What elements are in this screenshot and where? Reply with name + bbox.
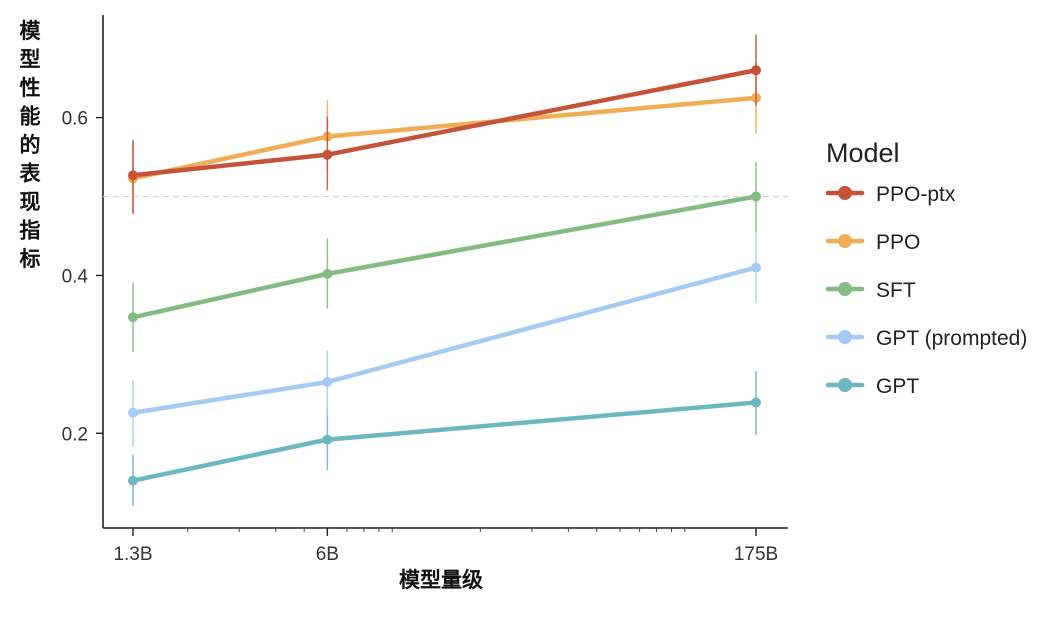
legend-item: PPO xyxy=(825,231,920,254)
series-gpt xyxy=(128,370,761,506)
legend-item: GPT xyxy=(825,375,919,398)
data-point xyxy=(751,262,761,273)
data-point xyxy=(128,475,138,486)
legend-label: PPO-ptx xyxy=(876,183,956,206)
legend-item: GPT (prompted) xyxy=(825,327,1027,350)
series-ppo xyxy=(128,62,761,214)
plot-area: 0.2 0.4 0.6 1.3B 6B 175B xyxy=(62,15,788,565)
legend-swatch-dot xyxy=(838,378,852,392)
data-point xyxy=(751,191,761,202)
data-point xyxy=(128,407,138,418)
y-axis-title-char: 能 xyxy=(20,105,41,129)
legend-item: PPO-ptx xyxy=(825,183,956,206)
series-gpt-prompted- xyxy=(128,232,761,447)
data-point xyxy=(322,149,333,160)
x-tick-label: 1.3B xyxy=(113,544,152,565)
y-tick-label: 0.6 xyxy=(62,109,88,130)
y-axis-title-char: 的 xyxy=(20,133,41,157)
x-axis-title: 模型量级 xyxy=(399,568,483,592)
y-axis-title-char: 现 xyxy=(20,190,41,214)
series-line xyxy=(130,194,759,320)
data-point xyxy=(322,434,333,445)
legend-swatch-dot xyxy=(838,186,852,200)
y-axis-title-char: 性 xyxy=(20,76,41,100)
legend: PPO-ptx PPO SFT GPT (prompted) GPT xyxy=(825,183,1027,398)
y-axis-title-char: 表 xyxy=(20,162,42,186)
data-point xyxy=(128,170,138,181)
y-axis-title-char: 标 xyxy=(20,247,41,271)
legend-swatch-dot xyxy=(838,282,852,296)
y-tick-label: 0.2 xyxy=(62,424,88,445)
x-tick-label: 175B xyxy=(734,544,778,565)
legend-label: PPO xyxy=(876,231,920,254)
legend-swatch-dot xyxy=(838,234,852,248)
y-axis-title-char: 型 xyxy=(20,48,41,72)
legend-swatch-dot xyxy=(838,330,852,344)
legend-title: Model xyxy=(826,138,900,168)
series-line xyxy=(130,265,759,416)
data-point xyxy=(751,65,761,76)
legend-item: SFT xyxy=(825,279,916,302)
data-point xyxy=(322,376,333,387)
series-ppo-ptx xyxy=(128,34,761,214)
data-point xyxy=(128,312,138,323)
y-axis-title-char: 指 xyxy=(20,219,41,243)
x-tick-label: 6B xyxy=(316,544,339,565)
series-line xyxy=(130,400,759,483)
legend-label: SFT xyxy=(876,279,916,302)
y-axis-title-char: 模 xyxy=(20,19,42,43)
data-point xyxy=(751,397,761,408)
data-point xyxy=(322,268,333,279)
series-sft xyxy=(128,161,761,353)
legend-label: GPT (prompted) xyxy=(876,327,1027,350)
y-tick-label: 0.4 xyxy=(62,266,89,287)
legend-label: GPT xyxy=(876,375,919,398)
